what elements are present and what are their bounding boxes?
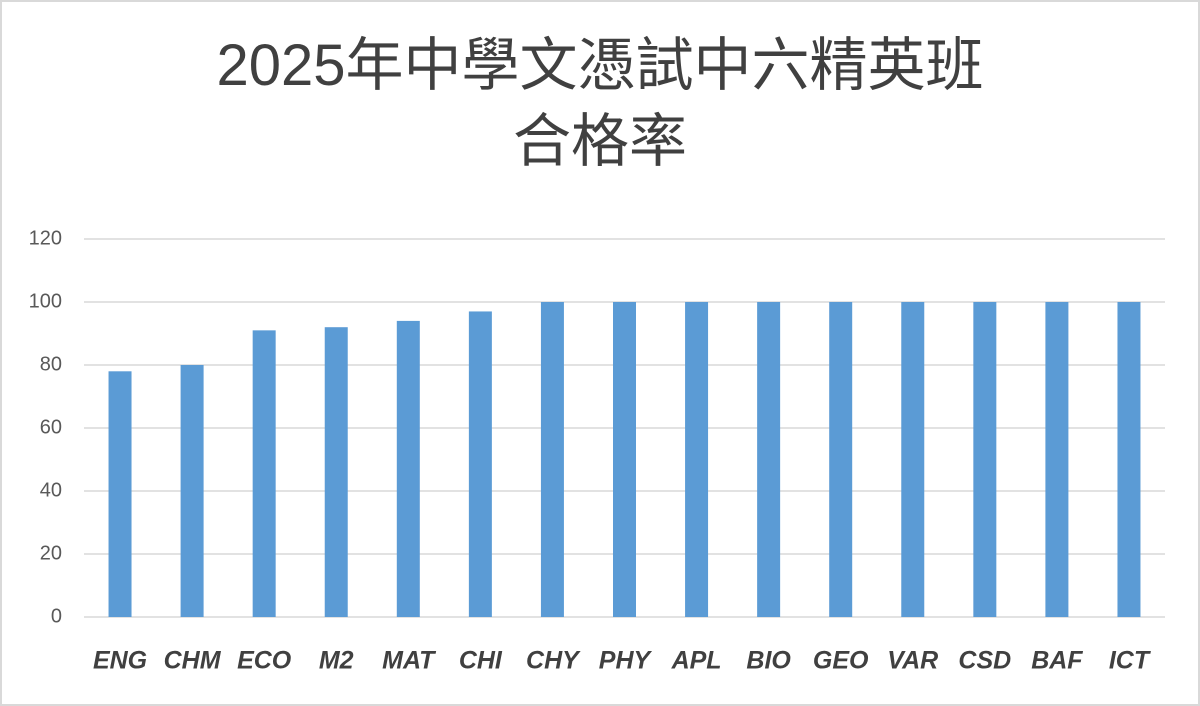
x-tick-label: CHM <box>164 647 222 675</box>
bar <box>396 320 420 617</box>
bar <box>324 327 348 617</box>
x-tick-label: ICT <box>1109 647 1152 675</box>
bar <box>973 302 997 617</box>
y-tick-label: 100 <box>29 290 62 312</box>
y-tick-label: 0 <box>51 605 62 627</box>
bar <box>1045 302 1069 617</box>
x-tick-label: BIO <box>746 647 791 675</box>
bar <box>468 311 492 617</box>
y-tick-label: 120 <box>29 227 62 249</box>
y-tick-label: 80 <box>40 353 62 375</box>
y-tick-label: 40 <box>40 479 62 501</box>
x-tick-label: CSD <box>958 647 1011 675</box>
bar <box>1117 302 1141 617</box>
bar <box>613 302 636 617</box>
bar <box>685 302 709 617</box>
x-tick-label: M2 <box>319 647 354 675</box>
bar <box>540 302 564 617</box>
x-tick-label: ENG <box>93 647 147 675</box>
x-tick-label: GEO <box>813 647 869 675</box>
x-tick-label: CHY <box>526 647 581 675</box>
bar <box>901 302 925 617</box>
x-tick-label: PHY <box>599 647 653 675</box>
x-tick-label: BAF <box>1031 647 1083 675</box>
y-tick-label: 20 <box>40 542 62 564</box>
bar <box>252 330 276 617</box>
bar <box>757 302 781 617</box>
y-tick-label: 60 <box>40 416 62 438</box>
x-tick-label: MAT <box>382 647 437 675</box>
chart-title: 2025年中學文憑試中六精英班 合格率 <box>216 33 984 174</box>
x-tick-label: ECO <box>237 647 292 675</box>
bar <box>108 371 132 617</box>
bar <box>180 365 204 617</box>
x-tick-label: APL <box>671 647 722 675</box>
x-tick-label: CHI <box>459 647 503 675</box>
x-tick-label: VAR <box>887 647 938 675</box>
bar <box>829 302 853 617</box>
